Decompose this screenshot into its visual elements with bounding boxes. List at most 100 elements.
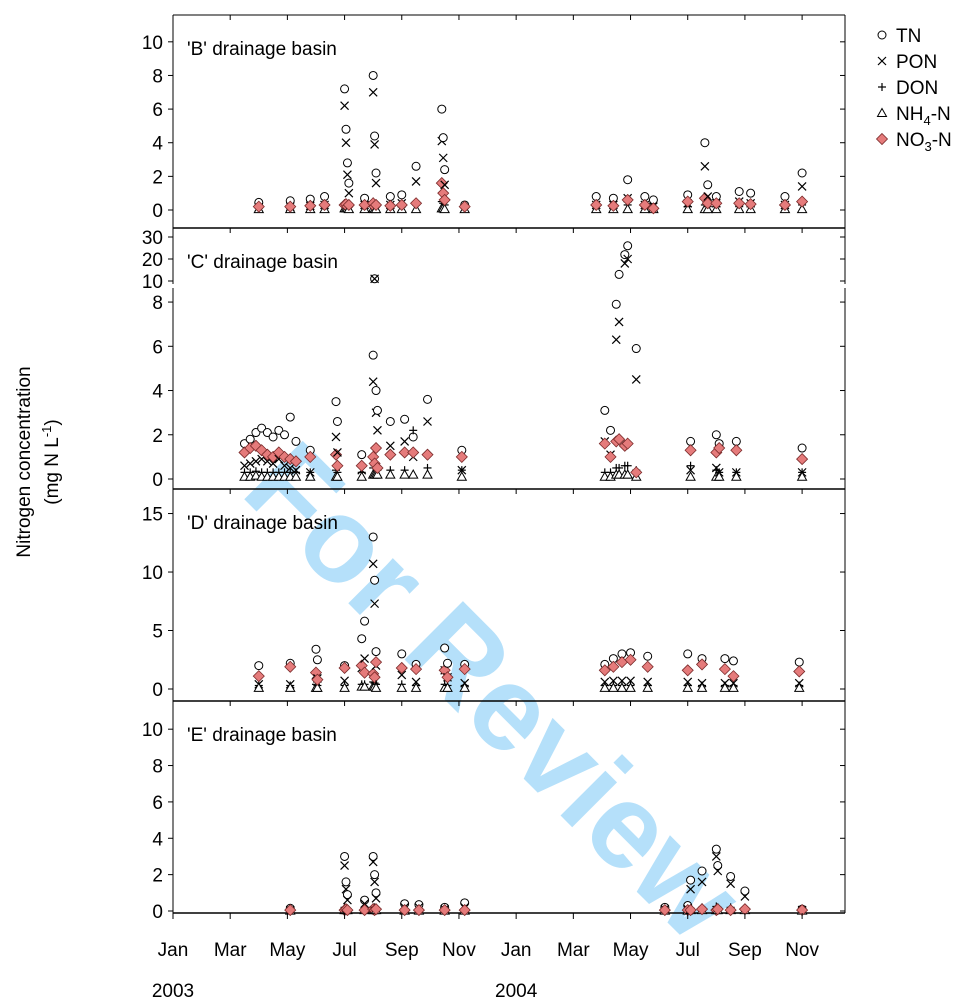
- point-TN: [623, 175, 633, 185]
- point-DON: [623, 461, 632, 470]
- point-TN: [740, 886, 750, 896]
- point-NO3: [371, 461, 384, 475]
- panel-title: 'C' drainage basin: [187, 252, 338, 273]
- point-NO3: [284, 200, 297, 213]
- y-tick-label: 8: [152, 757, 163, 778]
- legend-marker-TN: [877, 30, 887, 40]
- point-NO3: [681, 664, 694, 677]
- point-PON: [438, 153, 448, 163]
- y-tick-label: 10: [142, 563, 163, 584]
- y-tick-label: 20: [142, 250, 163, 271]
- point-PON: [423, 417, 432, 426]
- point-NH4: [713, 471, 725, 481]
- point-NO3: [331, 459, 344, 472]
- point-NO3: [358, 666, 371, 679]
- point-NH4: [442, 682, 453, 692]
- point-NO3: [793, 665, 806, 678]
- point-TN: [713, 861, 723, 871]
- point-NH4: [728, 682, 739, 692]
- point-NO3: [458, 663, 471, 676]
- legend-label-NO3: NO3-N: [896, 130, 952, 154]
- point-TN: [385, 192, 395, 202]
- point-PON: [397, 670, 407, 680]
- point-NH4: [396, 682, 408, 692]
- point-TN: [311, 644, 321, 654]
- point-TN: [254, 661, 264, 671]
- point-NO3: [796, 453, 809, 466]
- point-NH4: [370, 682, 382, 692]
- point-NH4: [339, 682, 350, 692]
- point-NH4: [253, 682, 265, 692]
- x-tick-label: Nov: [442, 940, 476, 961]
- point-TN: [797, 168, 807, 178]
- point-NO3: [638, 198, 651, 212]
- point-NO3: [252, 200, 265, 213]
- point-TN: [341, 877, 351, 887]
- point-DON: [409, 426, 418, 435]
- point-PON: [620, 258, 630, 268]
- point-PON: [268, 459, 278, 468]
- y-tick-label: 2: [152, 866, 163, 887]
- y-tick-label: 6: [152, 100, 163, 121]
- point-NO3: [598, 437, 611, 450]
- point-NH4: [796, 471, 808, 481]
- panel-0: 0 2 4 6 8 10 'B' drainage basin: [142, 14, 846, 229]
- point-PON: [797, 182, 807, 191]
- panel-title: 'D' drainage basin: [187, 513, 338, 534]
- point-NO3: [407, 446, 420, 459]
- point-TN: [600, 405, 610, 415]
- point-NO3: [710, 197, 723, 210]
- point-NH4: [332, 471, 343, 481]
- point-NO3: [613, 433, 626, 446]
- x-axis: Jan Mar May Jul Sep Nov Jan Mar May Jul Sep Nov 2003…: [152, 913, 819, 1002]
- y-tick-label: 4: [152, 829, 163, 850]
- point-PON: [285, 463, 295, 473]
- point-NO3: [341, 904, 354, 917]
- x-tick-label: Sep: [728, 940, 762, 961]
- point-NO3: [421, 448, 434, 461]
- point-PON: [686, 884, 696, 894]
- point-TN: [614, 269, 624, 279]
- point-NH4: [250, 470, 262, 480]
- point-NO3: [384, 448, 397, 461]
- point-NO3: [684, 904, 697, 917]
- y-tick-label: 8: [152, 66, 163, 87]
- point-NO3: [369, 903, 383, 916]
- point-NO3: [284, 904, 297, 917]
- point-NO3: [621, 193, 634, 206]
- x-tick-label: Jul: [676, 940, 700, 961]
- point-NO3: [369, 656, 383, 669]
- point-TN: [794, 657, 804, 667]
- point-PON: [340, 676, 349, 686]
- legend-label-NH4: NH4-N: [896, 104, 951, 128]
- point-NO3: [598, 664, 611, 677]
- point-PON: [713, 866, 723, 876]
- point-NH4: [284, 682, 296, 692]
- point-TN: [370, 131, 380, 141]
- point-PON: [700, 161, 710, 171]
- legend-label-DON: DON: [896, 78, 938, 99]
- point-TN: [734, 187, 744, 196]
- y-axis-unit-label: (mg N L-1): [39, 419, 63, 504]
- point-NO3: [658, 904, 671, 917]
- x-tick-label: Jan: [158, 940, 189, 961]
- point-NH4: [372, 469, 383, 479]
- panel-title: 'E' drainage basin: [187, 725, 337, 746]
- legend-marker-NO3: [875, 132, 889, 146]
- point-TN: [697, 866, 707, 876]
- point-NO3: [438, 904, 451, 917]
- point-PON: [368, 857, 378, 867]
- point-TN: [342, 890, 352, 900]
- point-PON: [360, 654, 370, 664]
- point-NO3: [318, 198, 331, 212]
- point-PON: [280, 461, 289, 471]
- point-TN: [720, 654, 730, 664]
- point-PON: [385, 441, 395, 451]
- point-NO3: [684, 444, 697, 457]
- point-NO3: [355, 459, 368, 472]
- point-TN: [397, 190, 407, 200]
- point-TN: [357, 450, 367, 460]
- point-NH4: [422, 469, 433, 479]
